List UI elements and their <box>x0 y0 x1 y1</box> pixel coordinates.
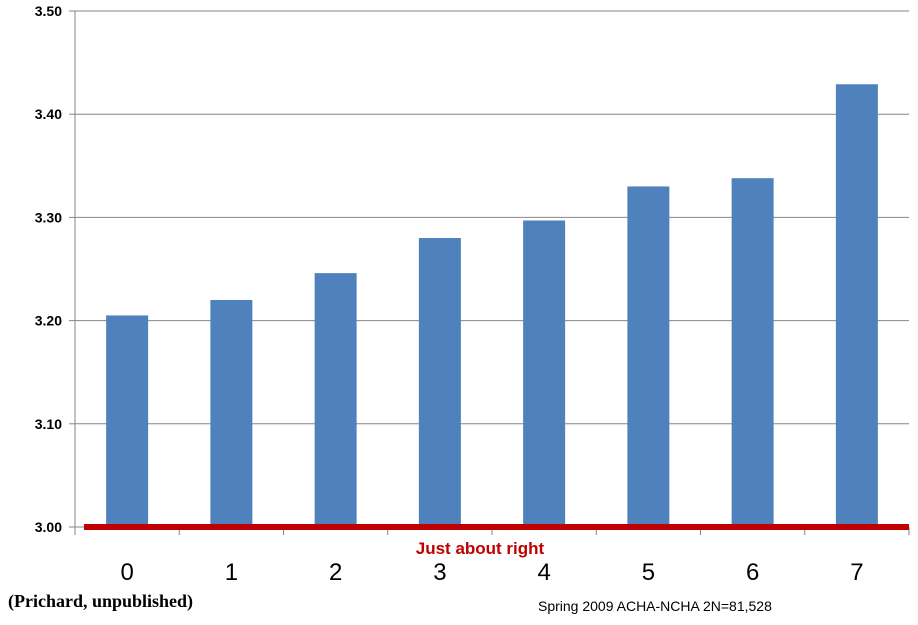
y-axis-tick-labels: 3.00 3.10 3.20 3.30 3.40 3.50 <box>35 3 62 535</box>
x-tick-label: 7 <box>850 559 863 586</box>
y-tick-label: 3.00 <box>35 519 62 535</box>
y-tick-label: 3.40 <box>35 106 62 122</box>
survey-note: Spring 2009 ACHA-NCHA 2N=81,528 <box>538 598 772 614</box>
x-axis-tick-labels: 0 1 2 3 4 5 6 7 <box>120 559 863 586</box>
bar <box>627 186 669 527</box>
bar <box>732 178 774 527</box>
x-tick-label: 3 <box>433 559 446 586</box>
bar <box>106 315 148 527</box>
bar <box>210 300 252 527</box>
y-tick-label: 3.20 <box>35 313 62 329</box>
x-tick-label: 1 <box>225 559 238 586</box>
y-tick-label: 3.30 <box>35 209 62 225</box>
bar <box>419 238 461 527</box>
bar <box>523 220 565 527</box>
bars <box>106 84 878 527</box>
bar <box>315 273 357 527</box>
source-credit: (Prichard, unpublished) <box>8 591 193 612</box>
x-tick-label: 4 <box>537 559 550 586</box>
y-tick-label: 3.10 <box>35 416 62 432</box>
x-tick-label: 6 <box>746 559 759 586</box>
x-tick-label: 0 <box>120 559 133 586</box>
y-tick-label: 3.50 <box>35 3 62 19</box>
bar <box>836 84 878 527</box>
x-tick-label: 2 <box>329 559 342 586</box>
gridlines <box>69 11 909 527</box>
x-tick-label: 5 <box>642 559 655 586</box>
reference-line-label: Just about right <box>416 539 545 558</box>
